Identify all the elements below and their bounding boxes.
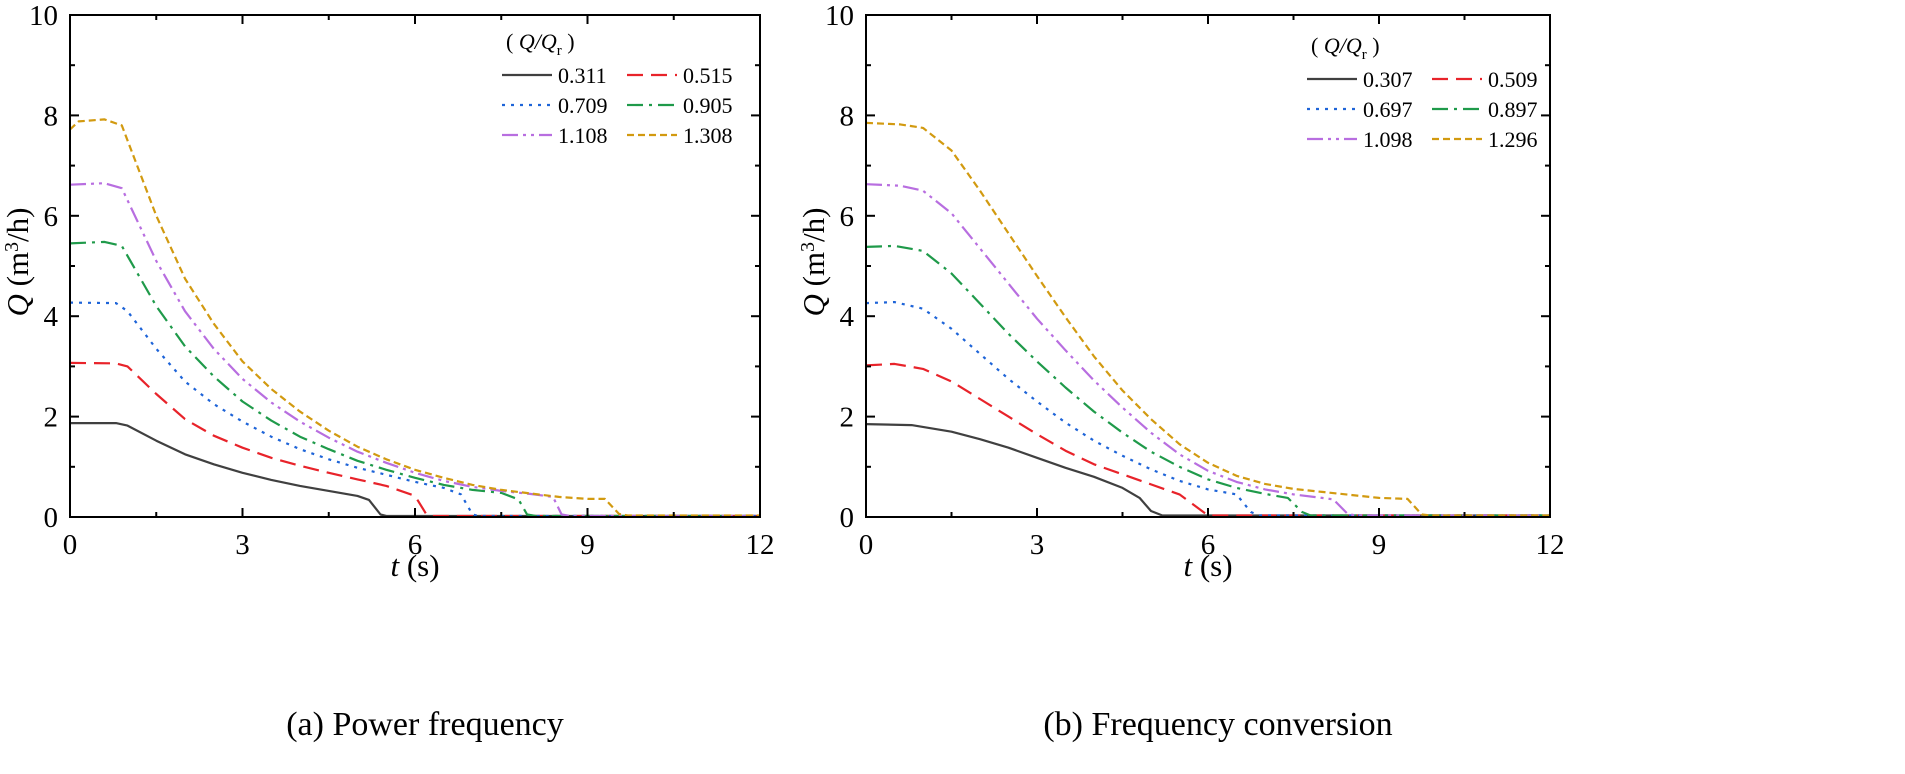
legend-label: 1.098 [1363, 127, 1413, 152]
legend-label: 1.296 [1488, 127, 1538, 152]
series-line-1.296 [865, 121, 1550, 517]
series-line-0.709 [69, 301, 760, 518]
legend: ( Q/Qr ) 0.311 0.515 0.709 0.905 1.108 1.308 [502, 29, 733, 148]
x-tick-label: 3 [235, 529, 250, 561]
legend-label: 0.905 [683, 93, 733, 118]
y-tick-label: 6 [840, 201, 855, 233]
x-tick-label: 0 [63, 529, 78, 561]
legend-title: ( Q/Qr ) [1311, 33, 1380, 63]
y-tick-label: 10 [825, 0, 854, 32]
y-tick-label: 4 [840, 301, 855, 333]
series-line-1.098 [865, 183, 1550, 517]
legend-label: 1.308 [683, 123, 733, 148]
legend-label: 0.515 [683, 63, 733, 88]
x-axis-title: t (s) [1183, 548, 1232, 583]
series-line-1.308 [69, 118, 760, 517]
x-tick-label: 9 [1372, 529, 1387, 561]
panel-caption: (a) Power frequency [286, 706, 564, 743]
legend-label: 0.307 [1363, 67, 1413, 92]
series-line-0.509 [865, 362, 1550, 517]
series-line-0.311 [70, 422, 760, 518]
x-tick-label: 12 [746, 529, 775, 561]
x-tick-label: 3 [1030, 529, 1045, 561]
series-line-0.515 [69, 361, 760, 518]
series-lines [865, 121, 1550, 517]
y-tick-label: 2 [44, 402, 59, 434]
series-lines [69, 118, 760, 518]
x-tick-label: 6 [408, 529, 423, 561]
y-axis-title: Q (m3/h) [796, 207, 831, 316]
y-tick-label: 8 [840, 100, 855, 132]
plot-frame [865, 14, 1551, 518]
legend-label: 0.509 [1488, 67, 1538, 92]
y-tick-label: 10 [29, 0, 58, 32]
y-tick-label: 0 [840, 502, 855, 534]
series-line-0.905 [69, 240, 760, 518]
legend-label: 0.709 [558, 93, 608, 118]
legend-label: 1.108 [558, 123, 608, 148]
x-axis-title: t (s) [390, 548, 439, 583]
y-tick-label: 6 [44, 201, 59, 233]
x-tick-label: 9 [580, 529, 595, 561]
y-tick-label: 4 [44, 301, 59, 333]
x-tick-label: 0 [859, 529, 874, 561]
legend-label: 0.311 [558, 63, 607, 88]
series-line-1.108 [69, 182, 760, 518]
legend-label: 0.897 [1488, 97, 1538, 122]
y-tick-label: 0 [44, 502, 59, 534]
series-line-0.307 [865, 423, 1550, 517]
x-tick-label: 12 [1536, 529, 1565, 561]
chart-panel-a: 0 3 6 9 12 0 2 4 6 8 10 t (s) Q (m3/h) ( Q/Qr ) 0.311 0… [0, 0, 775, 743]
legend-title: ( Q/Qr ) [506, 29, 575, 59]
legend: ( Q/Qr ) 0.307 0.509 0.697 0.897 1.098 1.296 [1307, 33, 1538, 152]
legend-label: 0.697 [1363, 97, 1413, 122]
x-tick-label: 6 [1201, 529, 1216, 561]
series-line-0.697 [865, 301, 1550, 517]
y-tick-label: 2 [840, 402, 855, 434]
chart-panel-b: 0 3 6 9 12 0 2 4 6 8 10 t (s) Q (m3/h) ( Q/Qr ) 0.307 0… [796, 0, 1565, 743]
y-tick-label: 8 [44, 100, 59, 132]
series-line-0.897 [865, 244, 1550, 517]
plot-frame [69, 14, 761, 518]
panel-caption: (b) Frequency conversion [1043, 706, 1392, 743]
y-axis-title: Q (m3/h) [0, 207, 35, 316]
